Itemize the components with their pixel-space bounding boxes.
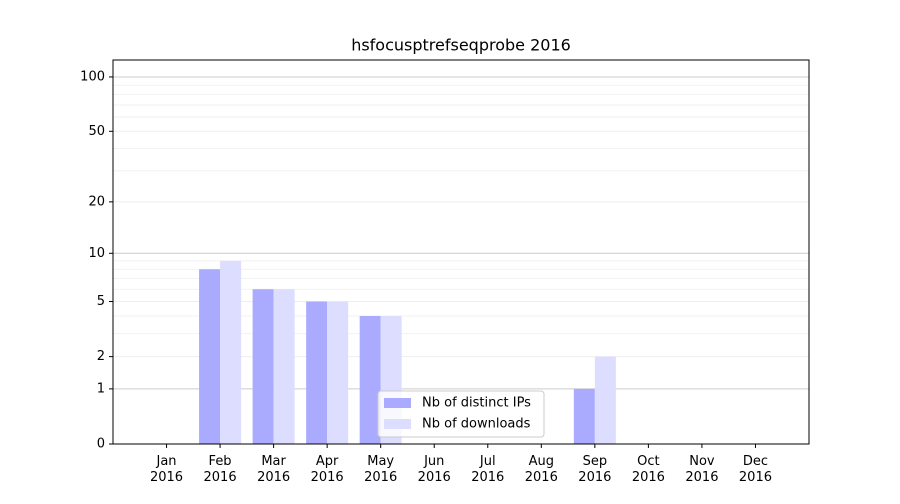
- x-tick-label: Feb 2016: [204, 454, 237, 485]
- y-tick-label: 0: [97, 437, 105, 452]
- bar: [594, 356, 616, 444]
- y-tick-label: 50: [88, 124, 105, 139]
- plot-frame: [112, 59, 810, 445]
- x-tick-label: Nov 2016: [685, 454, 718, 485]
- bar: [220, 260, 242, 444]
- bar: [327, 301, 349, 444]
- x-tick-label: Oct 2016: [632, 454, 665, 485]
- x-tick-label: Apr 2016: [311, 454, 344, 485]
- chart-title: hsfocusptrefseqprobe 2016: [351, 36, 571, 55]
- bar: [306, 301, 328, 444]
- x-tick-label: Sep 2016: [578, 454, 611, 485]
- x-tick-label: Mar 2016: [257, 454, 290, 485]
- y-tick-label: 1: [97, 381, 105, 396]
- x-tick-label: May 2016: [364, 454, 397, 485]
- legend-swatch: [384, 419, 411, 429]
- bar: [252, 289, 274, 444]
- bar: [573, 388, 595, 444]
- legend-label: Nb of downloads: [422, 417, 531, 432]
- x-tick-label: Jun 2016: [418, 454, 451, 485]
- x-tick-label: Dec 2016: [739, 454, 772, 485]
- y-tick-label: 2: [97, 349, 105, 364]
- y-tick-label: 20: [88, 194, 105, 209]
- x-tick-label: Jul 2016: [471, 454, 504, 485]
- bar: [199, 269, 221, 444]
- y-tick-label: 5: [97, 294, 105, 309]
- bar: [359, 316, 381, 444]
- legend-box: [377, 390, 545, 438]
- x-tick-label: Aug 2016: [525, 454, 558, 485]
- legend-swatch: [384, 398, 411, 408]
- legend-label: Nb of distinct IPs: [422, 396, 531, 411]
- x-tick-label: Jan 2016: [150, 454, 183, 485]
- y-tick-label: 100: [80, 69, 105, 84]
- y-tick-label: 10: [88, 246, 105, 261]
- bar: [273, 289, 295, 444]
